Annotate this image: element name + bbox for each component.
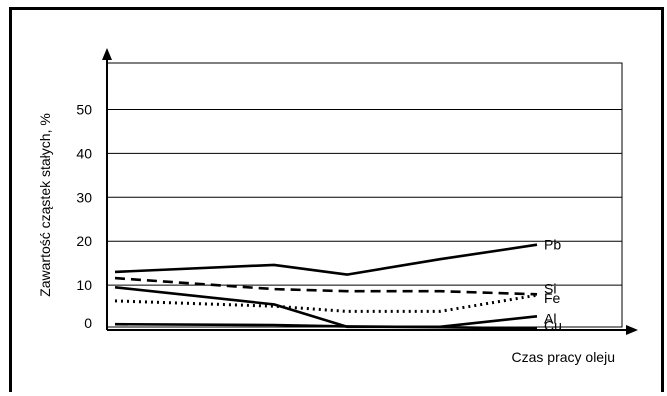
- x-axis-arrow: [626, 325, 638, 335]
- gridlines: [107, 109, 622, 286]
- series-lines: [114, 243, 538, 330]
- series-label-al: Al: [544, 310, 556, 326]
- x-axis-label: Czas pracy oleju: [512, 349, 616, 365]
- y-axis-label: Zawartość cząstek stałych, %: [37, 113, 53, 297]
- series-line-fe: [114, 293, 538, 313]
- y-tick-label: 50: [76, 102, 92, 118]
- y-tick-label: 0: [84, 315, 92, 331]
- series-label-fe: Fe: [544, 290, 561, 306]
- series-label-cu: Cu: [544, 318, 562, 334]
- y-tick-label: 40: [76, 145, 92, 161]
- series-label-pb: Pb: [544, 237, 561, 253]
- y-tick-label: 30: [76, 189, 92, 205]
- series-label-si: Si: [544, 280, 556, 296]
- y-tick-labels: 0 10 20 30 40 50: [76, 102, 92, 332]
- series-line-pb: [114, 243, 538, 276]
- chart-frame: [9, 7, 664, 392]
- series-line-si: [114, 276, 538, 296]
- series-line-cu: [114, 322, 538, 330]
- y-tick-label: 10: [76, 277, 92, 293]
- y-axis-arrow: [102, 48, 112, 60]
- y-tick-label: 20: [76, 233, 92, 249]
